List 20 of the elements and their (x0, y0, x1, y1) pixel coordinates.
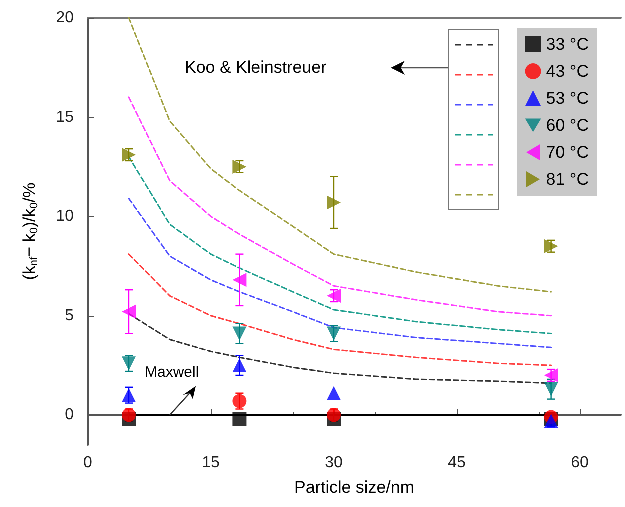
annotation: Koo & Kleinstreuer (185, 58, 328, 77)
y-tick-label: 0 (65, 406, 74, 424)
legend-label: 33 °C (546, 35, 590, 54)
x-tick-label: 15 (202, 454, 220, 472)
legend-label: 43 °C (546, 62, 590, 81)
annotation: Maxwell (145, 364, 200, 382)
y-tick-label: 5 (65, 307, 74, 324)
legend-label: 81 °C (546, 170, 590, 189)
x-tick-label: 0 (84, 454, 93, 472)
x-tick-label: 45 (448, 454, 466, 472)
y-tick-label: 10 (56, 208, 74, 226)
legend-label: 53 °C (546, 89, 590, 108)
y-tick-label: 20 (56, 10, 74, 26)
x-axis-title: Particle size/nm (294, 478, 414, 497)
x-tick-label: 30 (325, 454, 343, 472)
y-tick-label: 15 (56, 108, 74, 126)
legend-label: 70 °C (546, 143, 590, 162)
x-tick-label: 60 (571, 454, 589, 472)
legend-label: 60 °C (546, 116, 590, 135)
y-axis-title: (knf− k0)/k0/% (20, 182, 40, 280)
